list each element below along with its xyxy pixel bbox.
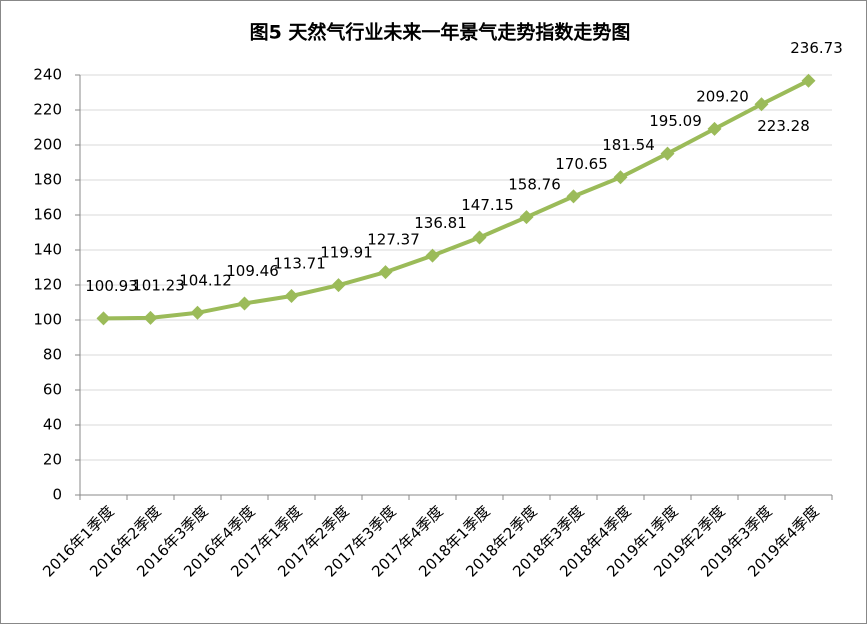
y-tick-label: 240 xyxy=(33,66,62,84)
y-tick-label: 100 xyxy=(33,311,62,329)
y-tick-label: 120 xyxy=(33,276,62,294)
value-label: 127.37 xyxy=(367,231,420,249)
marker xyxy=(331,278,346,293)
marker xyxy=(566,189,581,204)
marker xyxy=(190,305,205,320)
marker xyxy=(96,311,111,326)
y-tick-label: 220 xyxy=(33,101,62,119)
data-line xyxy=(103,78,810,321)
marker xyxy=(472,230,487,245)
value-label: 104.12 xyxy=(179,271,232,289)
value-label: 236.73 xyxy=(790,39,843,57)
marker xyxy=(801,73,816,88)
marker xyxy=(284,289,299,304)
y-tick-label: 40 xyxy=(43,416,62,434)
y-tick-label: 180 xyxy=(33,171,62,189)
y-tick-label: 160 xyxy=(33,206,62,224)
y-tick-label: 20 xyxy=(43,451,62,469)
marker xyxy=(143,310,158,325)
y-tick-label: 200 xyxy=(33,136,62,154)
value-label: 136.81 xyxy=(414,214,467,232)
marker xyxy=(519,210,534,225)
value-label: 100.93 xyxy=(85,277,138,295)
value-label: 181.54 xyxy=(602,136,655,154)
value-label: 113.71 xyxy=(273,255,326,273)
chart-title: 图5 天然气行业未来一年景气走势指数走势图 xyxy=(250,21,631,44)
marker xyxy=(237,296,252,311)
value-label: 147.15 xyxy=(461,196,514,214)
value-label: 170.65 xyxy=(555,155,608,173)
marker xyxy=(754,97,769,112)
value-label: 209.20 xyxy=(696,87,749,105)
y-tick-label: 0 xyxy=(52,486,62,504)
y-tick-label: 140 xyxy=(33,241,62,259)
value-label: 109.46 xyxy=(226,262,279,280)
marker xyxy=(425,248,440,263)
value-label: 119.91 xyxy=(320,244,373,262)
value-label: 158.76 xyxy=(508,176,561,194)
marker xyxy=(613,170,628,185)
value-label: 223.28 xyxy=(757,117,810,135)
marker xyxy=(707,121,722,136)
marker xyxy=(378,265,393,280)
marker xyxy=(660,146,675,161)
y-tick-label: 60 xyxy=(43,381,62,399)
y-tick-label: 80 xyxy=(43,346,62,364)
value-label: 101.23 xyxy=(132,276,185,294)
value-label: 195.09 xyxy=(649,112,702,130)
